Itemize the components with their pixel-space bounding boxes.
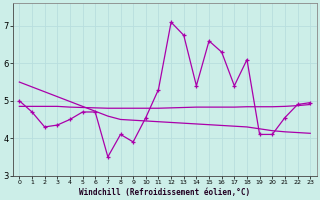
X-axis label: Windchill (Refroidissement éolien,°C): Windchill (Refroidissement éolien,°C): [79, 188, 250, 197]
